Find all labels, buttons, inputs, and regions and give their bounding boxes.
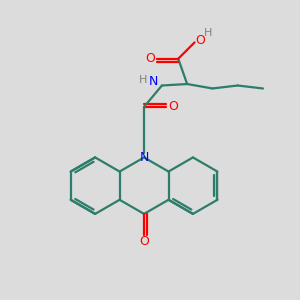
Text: O: O: [168, 100, 178, 113]
Text: N: N: [149, 75, 158, 88]
Text: O: O: [139, 235, 149, 248]
Text: H: H: [139, 75, 148, 85]
Text: N: N: [140, 151, 149, 164]
Text: H: H: [204, 28, 213, 38]
Text: O: O: [195, 34, 205, 46]
Text: O: O: [146, 52, 155, 65]
